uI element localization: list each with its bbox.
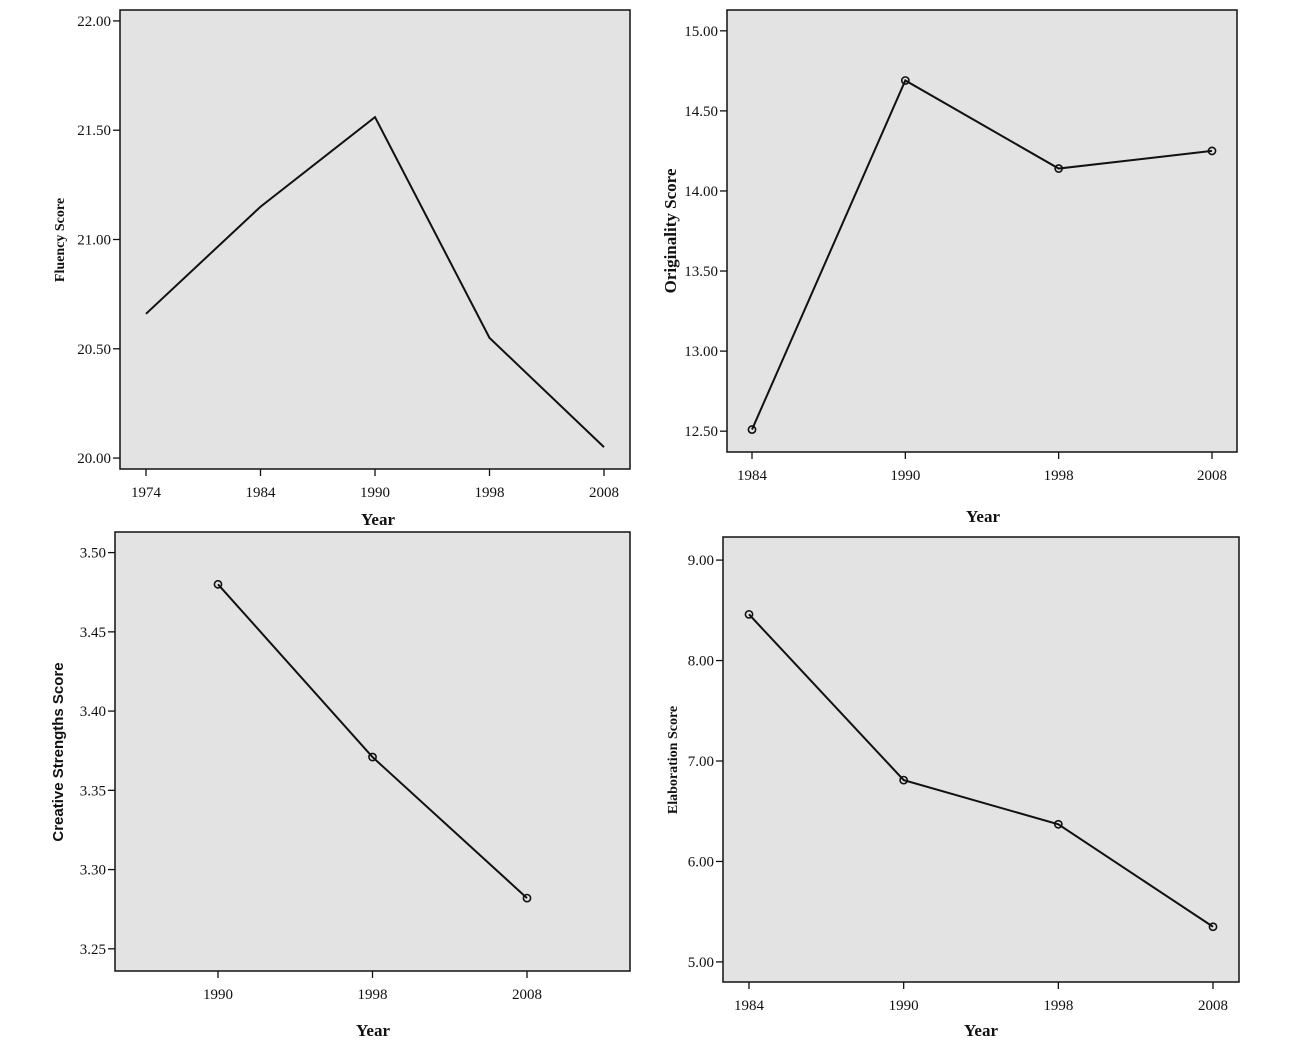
- x-axis-title: Year: [964, 1021, 998, 1040]
- x-tick-label: 1998: [475, 485, 505, 501]
- x-tick-label: 1990: [360, 485, 390, 501]
- series-line: [751, 79, 1213, 430]
- y-tick-label: 5.00: [688, 955, 714, 971]
- y-tick-label: 22.00: [77, 14, 111, 30]
- series-line: [217, 583, 528, 899]
- x-tick-label: 1984: [737, 468, 768, 484]
- data-point: [747, 425, 757, 434]
- x-axis-title: Year: [966, 507, 1000, 526]
- plot-area: [722, 536, 1240, 983]
- series: [213, 579, 532, 903]
- x-tick-label: 1984: [246, 485, 277, 501]
- y-tick-label: 3.30: [80, 863, 106, 879]
- x-axis-title: Year: [361, 510, 395, 529]
- x-tick-label: 1990: [889, 998, 919, 1014]
- x-axis: 1990 1998 2008: [203, 971, 542, 1003]
- x-tick-label: 2008: [1198, 998, 1228, 1014]
- plot-area: [114, 531, 631, 972]
- x-tick-label: 1998: [1043, 998, 1073, 1014]
- y-tick-label: 21.00: [77, 233, 111, 249]
- y-tick-label: 7.00: [688, 754, 714, 770]
- y-axis-title: Fluency Score: [53, 198, 68, 282]
- x-tick-label: 1998: [358, 987, 388, 1003]
- plot-area: [726, 9, 1238, 453]
- x-axis: 1984 1990 1998 2008: [734, 982, 1228, 1014]
- y-tick-label: 3.45: [80, 625, 106, 641]
- y-axis-title: Originality Score: [661, 168, 680, 293]
- data-point: [744, 609, 754, 619]
- y-tick-label: 20.00: [77, 451, 111, 467]
- y-tick-label: 8.00: [688, 654, 714, 670]
- data-point: [1054, 164, 1064, 173]
- y-tick-label: 6.00: [688, 854, 714, 870]
- x-tick-label: 2008: [512, 987, 542, 1003]
- data-point: [1053, 819, 1063, 829]
- y-tick-label: 3.25: [80, 942, 106, 958]
- y-tick-label: 14.50: [684, 104, 718, 120]
- elaboration-chart: 5.00 6.00 7.00 8.00 9.00 1984 1990 1998 2008 Ye…: [666, 536, 1240, 1040]
- y-tick-label: 15.00: [684, 24, 718, 40]
- data-point: [368, 752, 377, 762]
- series: [744, 609, 1218, 932]
- y-axis-title: Elaboration Score: [666, 706, 681, 814]
- x-tick-label: 2008: [589, 485, 619, 501]
- x-axis-title: Year: [356, 1021, 390, 1040]
- y-tick-label: 9.00: [688, 553, 714, 569]
- x-axis: 1974 1984 1990 1998 2008: [131, 469, 619, 501]
- y-tick-label: 12.50: [684, 424, 718, 440]
- x-tick-label: 1998: [1044, 468, 1074, 484]
- series-line: [748, 613, 1214, 928]
- data-point: [899, 775, 909, 785]
- y-axis: 5.00 6.00 7.00 8.00 9.00: [688, 553, 723, 971]
- y-tick-label: 13.50: [684, 264, 718, 280]
- plot-area: [119, 9, 631, 470]
- creative-strengths-chart: 3.25 3.30 3.35 3.40 3.45 3.50 1990 1998 2008 Ye…: [50, 531, 631, 1040]
- x-tick-label: 2008: [1197, 468, 1227, 484]
- y-axis-title: Creative Strengths Score: [50, 662, 67, 841]
- y-tick-label: 13.00: [684, 344, 718, 360]
- series: [747, 76, 1217, 434]
- series-line: [145, 115, 605, 448]
- y-tick-label: 3.35: [80, 783, 106, 799]
- data-point: [900, 76, 910, 85]
- y-tick-label: 3.50: [80, 546, 106, 562]
- y-tick-label: 3.40: [80, 704, 106, 720]
- y-axis: 20.00 20.50 21.00 21.50 22.00: [77, 14, 120, 467]
- y-axis: 12.50 13.00 13.50 14.00 14.50 15.00: [684, 24, 727, 440]
- x-tick-label: 1990: [203, 987, 233, 1003]
- y-tick-label: 14.00: [684, 184, 718, 200]
- y-tick-label: 21.50: [77, 123, 111, 139]
- data-point: [213, 579, 223, 589]
- x-tick-label: 1974: [131, 485, 162, 501]
- data-point: [1207, 146, 1217, 156]
- series: [145, 115, 605, 448]
- x-tick-label: 1990: [890, 468, 920, 484]
- y-axis: 3.25 3.30 3.35 3.40 3.45 3.50: [80, 546, 115, 958]
- x-tick-label: 1984: [734, 998, 765, 1014]
- y-tick-label: 20.50: [77, 342, 111, 358]
- data-point: [1208, 922, 1218, 932]
- x-axis: 1984 1990 1998 2008: [737, 452, 1227, 484]
- data-point: [522, 893, 532, 903]
